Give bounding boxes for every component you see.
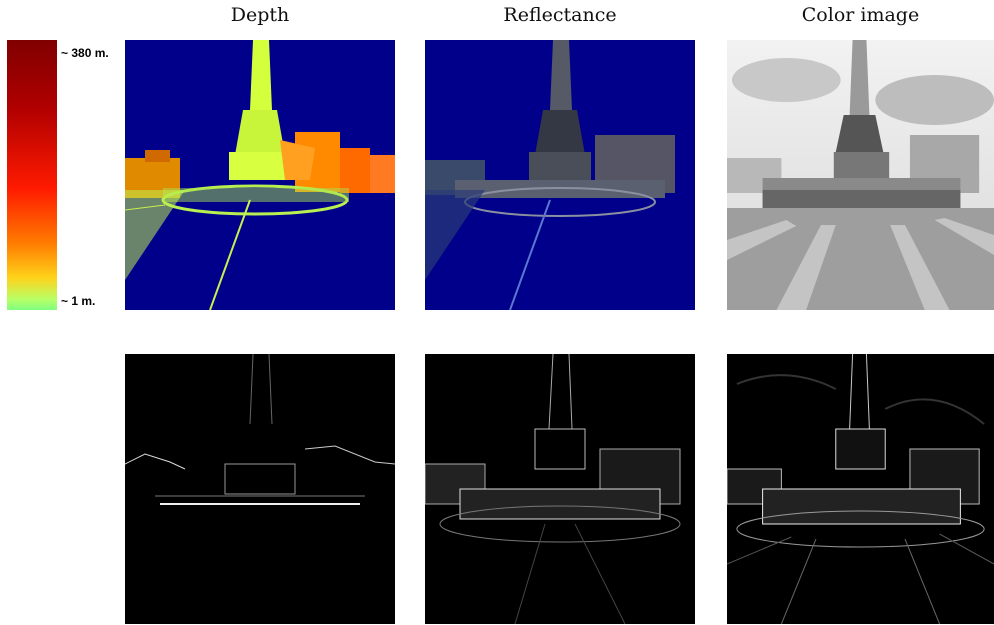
column-title-color-image: Color image (801, 4, 920, 26)
column-title-reflectance: Reflectance (503, 4, 617, 26)
depth-edge-image (125, 354, 395, 624)
color-image (727, 40, 994, 310)
colorbar-min-label: ~ 1 m. (61, 294, 96, 308)
reflectance-edge-image (425, 354, 695, 624)
color-edge-image (727, 354, 994, 624)
colorbar-max-label: ~ 380 m. (61, 46, 109, 60)
reflectance-image (425, 40, 695, 310)
column-title-depth: Depth (230, 4, 290, 26)
depth-colorbar (7, 40, 57, 310)
depth-image (125, 40, 395, 310)
